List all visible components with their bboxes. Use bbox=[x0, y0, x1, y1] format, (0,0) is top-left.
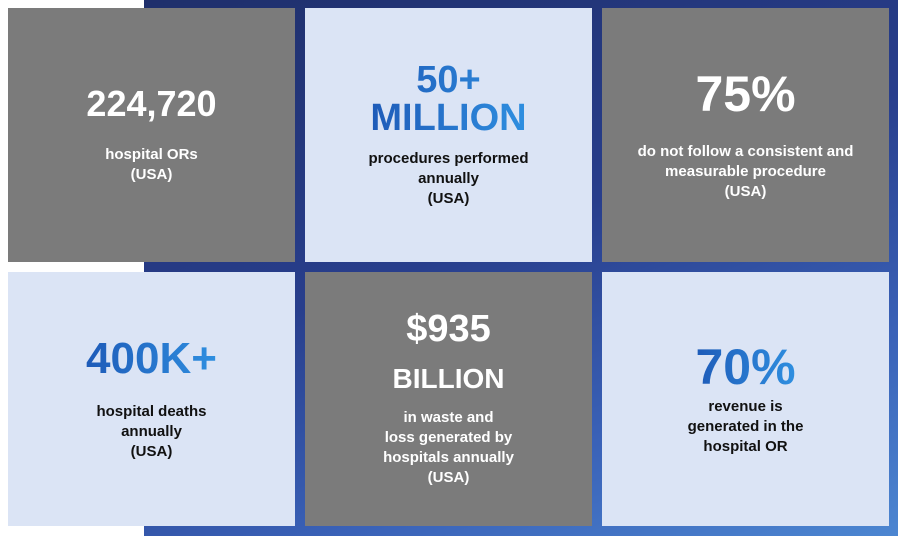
stat-description: do not follow a consistent and measurabl… bbox=[637, 143, 854, 201]
stat-tile-hospital-deaths: 400K+ hospital deaths annually (USA) bbox=[8, 272, 295, 526]
stat-description: hospital ORs (USA) bbox=[105, 145, 198, 183]
stat-tile-procedures: 50+ MILLION procedures performed annuall… bbox=[305, 8, 592, 262]
stat-tile-waste-loss: $935 BILLION in waste and loss generated… bbox=[305, 272, 592, 526]
stat-value: 70% bbox=[695, 338, 796, 395]
stat-value-unit: BILLION bbox=[392, 363, 505, 395]
stat-value: 224,720 bbox=[86, 83, 217, 125]
stat-description: hospital deaths annually (USA) bbox=[96, 403, 207, 461]
stat-value: 400K+ bbox=[86, 333, 217, 383]
stat-description: procedures performed annually (USA) bbox=[368, 150, 529, 207]
stat-value: 75% bbox=[695, 65, 796, 122]
stat-tile-hospital-ors: 224,720 hospital ORs (USA) bbox=[8, 8, 295, 262]
stat-value: $935 bbox=[406, 308, 491, 351]
stat-value: 50+ MILLION bbox=[370, 59, 527, 139]
stat-tile-or-revenue: 70% revenue is generated in the hospital… bbox=[602, 272, 889, 526]
stat-description: revenue is generated in the hospital OR bbox=[687, 398, 804, 456]
stat-description: in waste and loss generated by hospitals… bbox=[383, 408, 514, 486]
stat-tile-procedure-consistency: 75% do not follow a consistent and measu… bbox=[602, 8, 889, 262]
